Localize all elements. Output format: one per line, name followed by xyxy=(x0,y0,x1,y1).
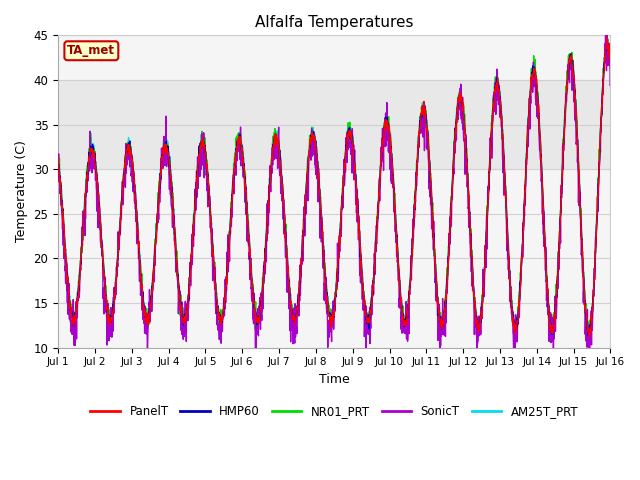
NR01_PRT xyxy=(495,85,502,91)
AM25T_PRT xyxy=(495,80,502,85)
Title: Alfalfa Temperatures: Alfalfa Temperatures xyxy=(255,15,413,30)
PanelT xyxy=(573,127,580,133)
AM25T_PRT xyxy=(557,187,565,193)
HMP60 xyxy=(557,195,565,201)
HMP60 xyxy=(350,156,358,162)
NR01_PRT xyxy=(573,134,581,140)
HMP60 xyxy=(362,312,370,318)
AM25T_PRT xyxy=(350,152,358,157)
Line: AM25T_PRT: AM25T_PRT xyxy=(58,39,611,330)
PanelT xyxy=(350,160,358,166)
NR01_PRT xyxy=(362,309,370,314)
Line: NR01_PRT: NR01_PRT xyxy=(58,34,611,338)
NR01_PRT xyxy=(54,161,62,167)
X-axis label: Time: Time xyxy=(319,373,349,386)
SonicT xyxy=(208,226,216,232)
NR01_PRT xyxy=(558,178,566,184)
HMP60 xyxy=(604,41,611,47)
Y-axis label: Temperature (C): Temperature (C) xyxy=(15,141,28,242)
AM25T_PRT xyxy=(573,124,580,130)
AM25T_PRT xyxy=(54,157,62,163)
Line: SonicT: SonicT xyxy=(58,22,611,371)
PanelT xyxy=(54,155,62,161)
NR01_PRT xyxy=(548,336,556,341)
AM25T_PRT xyxy=(604,36,612,42)
Text: TA_met: TA_met xyxy=(67,44,115,57)
NR01_PRT xyxy=(607,61,614,67)
PanelT xyxy=(495,87,502,93)
PanelT xyxy=(604,35,611,40)
SonicT xyxy=(573,142,580,147)
PanelT xyxy=(607,64,614,70)
SonicT xyxy=(607,82,614,88)
HMP60 xyxy=(208,237,216,243)
HMP60 xyxy=(573,132,580,137)
Bar xyxy=(58,80,611,169)
PanelT xyxy=(586,334,593,339)
SonicT xyxy=(586,368,593,373)
AM25T_PRT xyxy=(607,58,614,63)
HMP60 xyxy=(54,156,62,162)
SonicT xyxy=(557,192,565,197)
HMP60 xyxy=(607,57,614,63)
Legend: PanelT, HMP60, NR01_PRT, SonicT, AM25T_PRT: PanelT, HMP60, NR01_PRT, SonicT, AM25T_P… xyxy=(86,400,583,423)
PanelT xyxy=(362,313,370,319)
PanelT xyxy=(557,188,565,193)
HMP60 xyxy=(584,333,592,338)
PanelT xyxy=(208,242,216,248)
NR01_PRT xyxy=(208,234,216,240)
NR01_PRT xyxy=(602,31,610,37)
AM25T_PRT xyxy=(362,307,370,313)
Line: HMP60: HMP60 xyxy=(58,44,611,336)
NR01_PRT xyxy=(350,162,358,168)
SonicT xyxy=(495,97,502,103)
AM25T_PRT xyxy=(208,231,216,237)
HMP60 xyxy=(495,85,502,91)
Line: PanelT: PanelT xyxy=(58,37,611,336)
SonicT xyxy=(362,348,370,353)
SonicT xyxy=(54,161,62,167)
SonicT xyxy=(602,19,609,25)
AM25T_PRT xyxy=(586,327,593,333)
SonicT xyxy=(350,158,358,164)
